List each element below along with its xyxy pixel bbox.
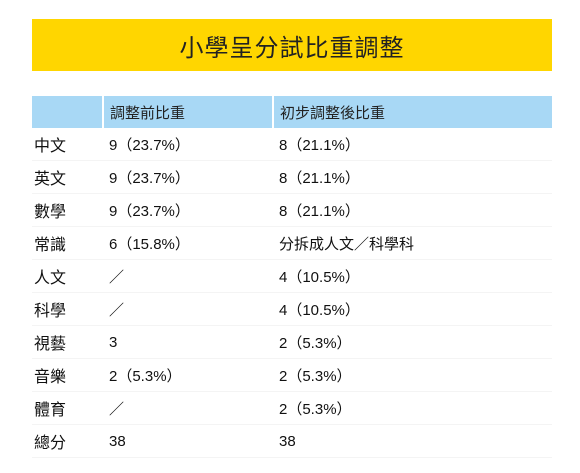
header-cell-blank bbox=[32, 96, 103, 128]
before-value: ／ bbox=[103, 391, 273, 425]
subject-label: 音樂 bbox=[32, 358, 103, 392]
after-value: 8（21.1%） bbox=[273, 128, 552, 161]
weighting-table: 調整前比重 初步調整後比重 中文 9（23.7%） 8（21.1%） 英文 9（… bbox=[32, 96, 552, 458]
before-value: 9（23.7%） bbox=[103, 160, 273, 194]
header-cell-before: 調整前比重 bbox=[102, 96, 273, 128]
before-value: ／ bbox=[103, 292, 273, 326]
page-title: 小學呈分試比重調整 bbox=[32, 19, 552, 71]
subject-label: 視藝 bbox=[32, 325, 103, 359]
before-value: 9（23.7%） bbox=[103, 128, 273, 161]
table-row: 科學 ／ 4（10.5%） bbox=[32, 292, 552, 326]
table-row: 人文 ／ 4（10.5%） bbox=[32, 259, 552, 293]
subject-label: 科學 bbox=[32, 292, 103, 326]
after-value: 8（21.1%） bbox=[273, 160, 552, 194]
subject-label: 常識 bbox=[32, 226, 103, 260]
subject-label: 人文 bbox=[32, 259, 103, 293]
subject-label: 數學 bbox=[32, 193, 103, 227]
after-value: 2（5.3%） bbox=[273, 391, 552, 425]
subject-label: 英文 bbox=[32, 160, 103, 194]
after-value: 8（21.1%） bbox=[273, 193, 552, 227]
before-value: 3 bbox=[103, 325, 273, 359]
before-value: ／ bbox=[103, 259, 273, 293]
table-row-total: 總分 38 38 bbox=[32, 424, 552, 458]
table-row: 體育 ／ 2（5.3%） bbox=[32, 391, 552, 425]
header-cell-after: 初步調整後比重 bbox=[272, 96, 552, 128]
table-row: 視藝 3 2（5.3%） bbox=[32, 325, 552, 359]
subject-label: 體育 bbox=[32, 391, 103, 425]
after-value: 38 bbox=[273, 424, 552, 458]
after-value: 2（5.3%） bbox=[273, 325, 552, 359]
after-value: 2（5.3%） bbox=[273, 358, 552, 392]
after-value: 4（10.5%） bbox=[273, 292, 552, 326]
table-row: 音樂 2（5.3%） 2（5.3%） bbox=[32, 358, 552, 392]
subject-label: 總分 bbox=[32, 424, 103, 458]
after-value: 分拆成人文／科學科 bbox=[273, 226, 552, 260]
subject-label: 中文 bbox=[32, 128, 103, 161]
table-row: 常識 6（15.8%） 分拆成人文／科學科 bbox=[32, 226, 552, 260]
before-value: 9（23.7%） bbox=[103, 193, 273, 227]
before-value: 6（15.8%） bbox=[103, 226, 273, 260]
after-value: 4（10.5%） bbox=[273, 259, 552, 293]
table-row: 英文 9（23.7%） 8（21.1%） bbox=[32, 160, 552, 194]
before-value: 38 bbox=[103, 424, 273, 458]
table-row: 數學 9（23.7%） 8（21.1%） bbox=[32, 193, 552, 227]
before-value: 2（5.3%） bbox=[103, 358, 273, 392]
table-row: 中文 9（23.7%） 8（21.1%） bbox=[32, 128, 552, 161]
table-header-row: 調整前比重 初步調整後比重 bbox=[32, 96, 552, 128]
